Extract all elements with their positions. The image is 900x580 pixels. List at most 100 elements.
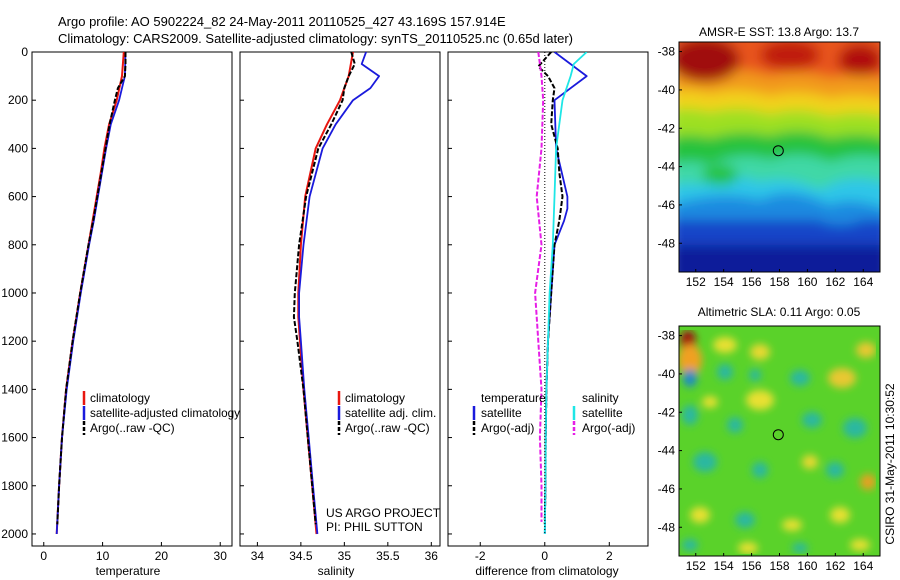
depth-tick-label: 0 xyxy=(21,45,28,59)
depth-tick-label: 2000 xyxy=(1,527,28,541)
salinity-depth-ticks xyxy=(240,51,244,535)
sla-map-ticks: 152 154 156 158 160 162 164 -38 -40 -42 -44 -46 -48 xyxy=(658,329,874,573)
temperature-axes-frame xyxy=(31,51,233,547)
map-lon-tick-label: 158 xyxy=(769,275,789,289)
legend-argo-label: Argo(..raw -QC) xyxy=(90,421,175,435)
figure-title-line1: Argo profile: AO 5902224_82 24-May-2011 … xyxy=(58,14,506,29)
map-lat-tick-label: -44 xyxy=(658,444,676,458)
legend-temperature-heading: temperature xyxy=(481,391,546,405)
sla-argo-location-marker xyxy=(772,429,784,441)
salinity-series xyxy=(292,52,381,535)
map-lat-tick-label: -48 xyxy=(658,236,676,250)
sst-map-panel: AMSR-E SST: 13.8 Argo: 13.7 152 1 xyxy=(658,25,881,289)
sla-map-panel: Altimetric SLA: 0.11 Argo: 0.05 xyxy=(658,305,881,573)
map-lon-tick-label: 160 xyxy=(797,275,817,289)
x-tick-label: 0 xyxy=(40,549,47,563)
difference-x-ticks: -2 0 2 xyxy=(475,542,613,563)
temperature-xlabel: temperature xyxy=(96,564,161,578)
map-lon-tick-label: 158 xyxy=(769,559,789,573)
legend-d-sal-argo-label: Argo(-adj) xyxy=(582,421,635,435)
depth-tick-label: 1400 xyxy=(1,382,28,396)
salinity-panel: 34 34.5 35 35.5 36 salinity climatology sate… xyxy=(239,51,441,578)
x-tick-label: 30 xyxy=(214,549,228,563)
difference-depth-ticks xyxy=(448,51,452,535)
sla-map-title: Altimetric SLA: 0.11 Argo: 0.05 xyxy=(698,305,861,319)
difference-axes-frame xyxy=(447,51,649,547)
legend-s-satellite-label: satellite adj. clim. xyxy=(345,406,436,420)
x-tick-label: 34 xyxy=(251,549,265,563)
map-lat-tick-label: -46 xyxy=(658,482,676,496)
series-line-salinity-satellite xyxy=(543,52,588,535)
series-line-climatology xyxy=(297,52,354,535)
temperature-x-ticks: 0 10 20 30 xyxy=(40,542,227,563)
temperature-series xyxy=(55,52,127,535)
x-tick-label: 0 xyxy=(541,549,548,563)
map-lat-tick-label: -44 xyxy=(658,160,676,174)
sla-heatmap xyxy=(679,326,880,556)
map-lon-tick-label: 160 xyxy=(797,559,817,573)
salinity-legend: climatology satellite adj. clim. Argo(..… xyxy=(337,391,436,435)
series-line-satellite-adj-clim- xyxy=(298,52,381,535)
x-tick-label: 36 xyxy=(425,549,439,563)
map-lat-tick-label: -40 xyxy=(658,367,676,381)
legend-s-climatology-label: climatology xyxy=(345,391,405,405)
series-line-climatology xyxy=(55,52,125,535)
depth-tick-label: 1000 xyxy=(1,286,28,300)
legend-satellite-label: satellite-adjusted climatology xyxy=(90,406,240,420)
temperature-panel: 0 200 400 600 800 1000 1200 1400 1600 1800 2000 0 1… xyxy=(1,45,240,578)
x-tick-label: 34.5 xyxy=(289,549,313,563)
x-tick-label: 35 xyxy=(338,549,352,563)
figure-title-line2: Climatology: CARS2009. Satellite-adjuste… xyxy=(58,31,573,46)
legend-d-temp-argo-label: Argo(-adj) xyxy=(481,421,534,435)
salinity-xlabel: salinity xyxy=(318,564,355,578)
project-line2: PI: PHIL SUTTON xyxy=(326,520,423,534)
sst-heatmap xyxy=(679,42,880,272)
x-tick-label: 20 xyxy=(155,549,169,563)
map-lat-tick-label: -40 xyxy=(658,83,676,97)
difference-legend: temperature satellite Argo(-adj) salinit… xyxy=(472,391,635,435)
x-tick-label: 10 xyxy=(96,549,110,563)
map-lat-tick-label: -48 xyxy=(658,520,676,534)
sst-map-ticks: 152 154 156 158 160 162 164 -38 -40 -42 -44 -46 -48 xyxy=(658,45,874,289)
depth-tick-label: 1600 xyxy=(1,431,28,445)
x-tick-label: -2 xyxy=(475,549,486,563)
map-lon-tick-label: 156 xyxy=(742,559,762,573)
map-lon-tick-label: 154 xyxy=(714,275,734,289)
depth-tick-label: 1800 xyxy=(1,479,28,493)
depth-tick-label: 400 xyxy=(8,141,28,155)
map-lat-tick-label: -42 xyxy=(658,121,676,135)
depth-tick-label: 600 xyxy=(8,190,28,204)
difference-xlabel: difference from climatology xyxy=(475,564,618,578)
map-lat-tick-label: -46 xyxy=(658,198,676,212)
legend-d-sal-satellite-label: satellite xyxy=(582,406,623,420)
legend-climatology-label: climatology xyxy=(90,391,150,405)
difference-series xyxy=(534,52,588,535)
map-lon-tick-label: 162 xyxy=(825,275,845,289)
depth-tick-label: 200 xyxy=(8,93,28,107)
salinity-x-ticks: 34 34.5 35 35.5 36 xyxy=(251,542,439,563)
depth-tick-label: 800 xyxy=(8,238,28,252)
series-line-argo-raw-qc- xyxy=(292,52,356,525)
series-line-satellite-adjusted-climatology xyxy=(55,52,127,535)
x-tick-label: 35.5 xyxy=(376,549,400,563)
depth-tick-label: 1200 xyxy=(1,334,28,348)
sst-map-title: AMSR-E SST: 13.8 Argo: 13.7 xyxy=(699,25,859,39)
x-tick-label: 2 xyxy=(606,549,613,563)
map-lon-tick-label: 164 xyxy=(853,559,873,573)
map-lon-tick-label: 162 xyxy=(825,559,845,573)
series-line-salinity-argo-adj- xyxy=(534,52,545,522)
map-lat-tick-label: -38 xyxy=(658,45,676,59)
credit-timestamp: CSIRO 31-May-2011 10:30:52 xyxy=(883,383,897,545)
project-line1: US ARGO PROJECT xyxy=(326,506,441,520)
map-lon-tick-label: 154 xyxy=(714,559,734,573)
map-lon-tick-label: 156 xyxy=(742,275,762,289)
difference-panel: -2 0 2 difference from climatology tempera… xyxy=(447,51,649,578)
map-lat-tick-label: -38 xyxy=(658,329,676,343)
legend-d-temp-satellite-label: satellite xyxy=(481,406,522,420)
map-lon-tick-label: 164 xyxy=(853,275,873,289)
sst-argo-location-marker xyxy=(772,145,784,157)
temperature-depth-ticks: 0 200 400 600 800 1000 1200 1400 1600 1800 2000 xyxy=(1,45,36,541)
map-lat-tick-label: -42 xyxy=(658,405,676,419)
temperature-legend: climatology satellite-adjusted climatolo… xyxy=(82,391,240,435)
